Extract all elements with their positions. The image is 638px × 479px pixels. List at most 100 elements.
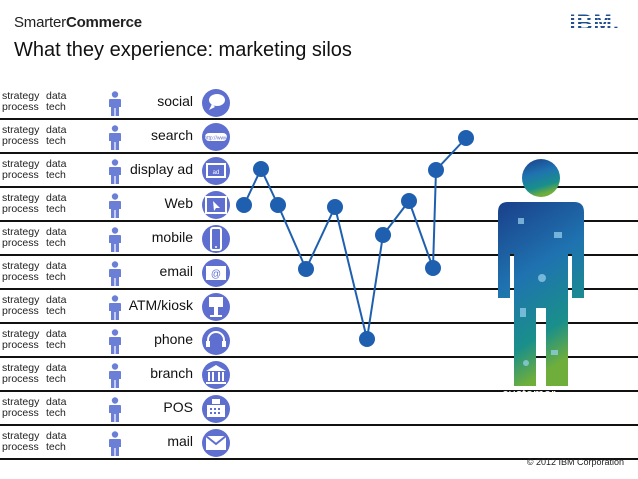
channel-label: display ad xyxy=(129,161,193,177)
process-label: process xyxy=(2,203,39,215)
person-icon xyxy=(108,397,122,423)
divider-line xyxy=(0,220,638,222)
divider-line xyxy=(0,458,638,460)
divider-line xyxy=(0,254,638,256)
process-label: process xyxy=(2,101,39,113)
data-label: data xyxy=(46,192,67,204)
person-icon xyxy=(108,91,122,117)
channel-label: email xyxy=(159,263,193,279)
strategy-label: strategy xyxy=(2,124,40,136)
journey-point xyxy=(298,261,314,277)
divider-line xyxy=(0,152,638,154)
channel-row: strategy data process tech search http://www xyxy=(0,122,638,155)
data-label: data xyxy=(46,124,67,136)
journey-point xyxy=(401,193,417,209)
person-icon xyxy=(108,363,122,389)
person-icon xyxy=(108,295,122,321)
divider-line xyxy=(0,118,638,120)
data-label: data xyxy=(46,226,67,238)
channel-label: mobile xyxy=(151,229,193,245)
channel-row: strategy data process tech mobile xyxy=(0,224,638,257)
tech-label: tech xyxy=(46,407,66,419)
journey-point xyxy=(425,260,441,276)
journey-point xyxy=(428,162,444,178)
cash-register-icon xyxy=(202,395,230,423)
strategy-label: strategy xyxy=(2,158,40,170)
process-label: process xyxy=(2,237,39,249)
data-label: data xyxy=(46,260,67,272)
data-label: data xyxy=(46,158,67,170)
strategy-label: strategy xyxy=(2,430,40,442)
channel-label: search xyxy=(150,127,193,143)
process-label: process xyxy=(2,407,39,419)
ibm-logo: IBM. xyxy=(569,10,620,35)
journey-point xyxy=(270,197,286,213)
process-label: process xyxy=(2,271,39,283)
divider-line xyxy=(0,356,638,358)
tech-label: tech xyxy=(46,271,66,283)
channel-label: ATM/kiosk xyxy=(128,297,193,313)
svg-text:http://www: http://www xyxy=(204,136,228,142)
tech-label: tech xyxy=(46,135,66,147)
brand-part1: Smarter xyxy=(14,14,66,31)
strategy-label: strategy xyxy=(2,90,40,102)
data-label: data xyxy=(46,328,67,340)
data-label: data xyxy=(46,294,67,306)
person-icon xyxy=(108,227,122,253)
customer-label: customer xyxy=(502,386,556,401)
person-icon xyxy=(108,261,122,287)
mobile-phone-icon xyxy=(202,225,230,253)
search-url-icon: http://www xyxy=(202,123,230,151)
kiosk-icon xyxy=(202,293,230,321)
strategy-label: strategy xyxy=(2,226,40,238)
copyright: © 2012 IBM Corporation xyxy=(526,457,624,467)
tech-label: tech xyxy=(46,169,66,181)
channel-row: strategy data process tech branch xyxy=(0,360,638,393)
data-label: data xyxy=(46,430,67,442)
channel-label: POS xyxy=(163,399,193,415)
divider-line xyxy=(0,322,638,324)
brand-part2: Commerce xyxy=(65,14,142,31)
svg-text:@: @ xyxy=(211,269,221,280)
channel-label: social xyxy=(157,93,193,109)
data-label: data xyxy=(46,396,67,408)
channel-row: strategy data process tech display ad ad xyxy=(0,156,638,189)
divider-line xyxy=(0,186,638,188)
channel-label: branch xyxy=(150,365,193,381)
row-tags: strategy data process tech xyxy=(2,295,90,317)
row-tags: strategy data process tech xyxy=(2,363,90,385)
channel-row: strategy data process tech mail xyxy=(0,428,638,461)
strategy-label: strategy xyxy=(2,260,40,272)
row-tags: strategy data process tech xyxy=(2,397,90,419)
journey-point xyxy=(359,331,375,347)
row-tags: strategy data process tech xyxy=(2,125,90,147)
process-label: process xyxy=(2,339,39,351)
strategy-label: strategy xyxy=(2,362,40,374)
divider-line xyxy=(0,390,638,392)
tech-label: tech xyxy=(46,373,66,385)
data-label: data xyxy=(46,90,67,102)
person-icon xyxy=(108,431,122,457)
cursor-window-icon xyxy=(202,191,230,219)
process-label: process xyxy=(2,441,39,453)
journey-point xyxy=(253,161,269,177)
envelope-icon xyxy=(202,429,230,457)
person-icon xyxy=(108,125,122,151)
customer-figure-icon xyxy=(498,159,584,386)
tech-label: tech xyxy=(46,441,66,453)
process-label: process xyxy=(2,305,39,317)
tech-label: tech xyxy=(46,101,66,113)
channel-row: strategy data process tech ATM/kiosk xyxy=(0,292,638,325)
svg-text:ad: ad xyxy=(213,170,220,176)
channel-label: mail xyxy=(167,433,193,449)
display-ad-icon: ad xyxy=(202,157,230,185)
strategy-label: strategy xyxy=(2,328,40,340)
channel-label: Web xyxy=(164,195,193,211)
strategy-label: strategy xyxy=(2,396,40,408)
divider-line xyxy=(0,424,638,426)
channel-row: strategy data process tech Web xyxy=(0,190,638,223)
process-label: process xyxy=(2,135,39,147)
process-label: process xyxy=(2,169,39,181)
person-icon xyxy=(108,329,122,355)
